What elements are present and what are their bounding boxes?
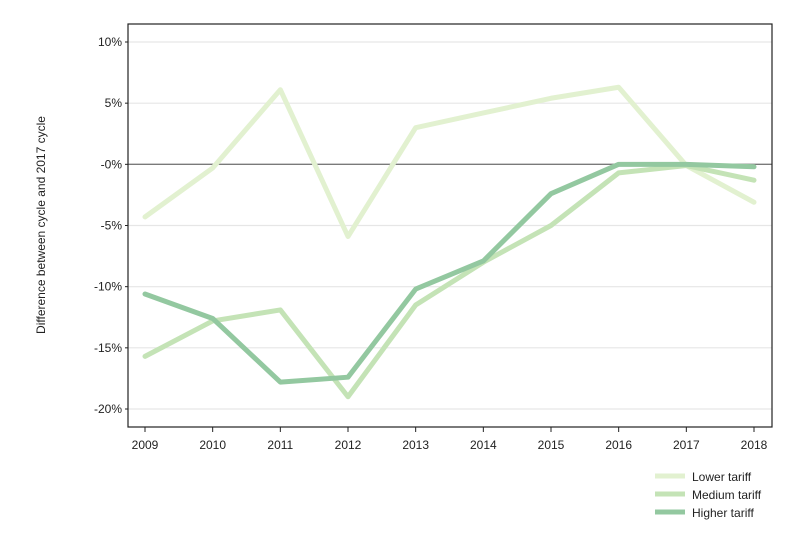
x-tick-label: 2013 [402,438,429,452]
x-tick-label: 2017 [673,438,700,452]
series-line-medium-tariff [142,163,757,400]
x-tick-label: 2018 [741,438,768,452]
y-tick-label: -5% [101,219,123,233]
x-tick-label: 2012 [335,438,362,452]
y-tick-label: 5% [105,96,123,110]
x-tick-label: 2016 [605,438,632,452]
series-line-higher-tariff [142,161,757,385]
x-tick-label: 2010 [199,438,226,452]
y-tick-label: -15% [94,341,122,355]
y-tick-label: -10% [94,280,122,294]
x-tick-label: 2009 [132,438,159,452]
legend-label: Higher tariff [692,506,754,520]
x-tick-label: 2014 [470,438,497,452]
y-tick-label: -20% [94,402,122,416]
x-tick-label: 2015 [538,438,565,452]
x-tick-label: 2011 [267,438,293,452]
legend-label: Medium tariff [692,488,762,502]
y-axis-label: Difference between cycle and 2017 cycle [34,116,48,334]
y-tick-label: 10% [98,35,122,49]
series-line-lower-tariff [142,84,757,240]
legend-label: Lower tariff [692,470,752,484]
y-tick-label: -0% [101,157,123,171]
